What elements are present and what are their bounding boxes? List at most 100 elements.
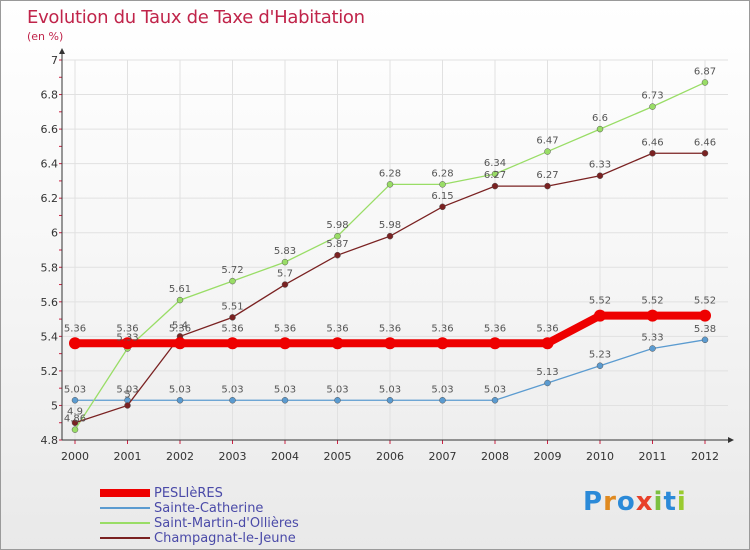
data-label: 5.72 [221,265,243,276]
data-label: 5.36 [64,323,86,334]
series-point [699,309,711,322]
data-label: 5.03 [116,384,138,395]
data-label: 5.36 [484,323,506,334]
series-point [439,181,446,188]
y-tick-label: 6.4 [41,158,59,171]
legend-label: PESLIèRES [154,485,223,501]
series-point [491,170,499,178]
data-label: 5.36 [169,323,191,334]
series-point [334,397,341,404]
series-point [439,397,446,404]
data-label: 5.83 [274,246,296,257]
series-point [69,337,81,350]
x-tick-label: 2002 [166,450,194,463]
y-tick-label: 6.8 [41,89,59,102]
series-point [489,337,501,350]
data-label: 5.98 [379,220,401,231]
series-point [71,426,79,433]
series-point [701,79,709,86]
logo-letter: i [676,487,687,517]
data-label: 6.15 [431,191,453,202]
data-label: 5.51 [221,301,243,312]
series-point [124,402,131,409]
data-label: 5.03 [169,384,191,395]
chart-unit: (en %) [27,30,64,43]
series-point [174,337,186,350]
series-point [176,397,184,404]
series-point [386,232,394,240]
y-tick-label: 5.8 [41,261,59,274]
series-point [121,337,134,350]
series-point [176,296,184,304]
series-point [334,251,341,259]
series-point [281,281,289,288]
series-point [596,125,604,133]
series-0 [69,309,711,350]
data-label: 5.7 [277,269,293,280]
grid [62,59,728,441]
data-label: 6.27 [484,170,506,181]
data-label: 6.28 [379,168,401,179]
data-label: 6.73 [641,91,663,102]
data-label: 6.87 [694,66,716,77]
series-point [229,397,236,404]
data-label: 6.33 [589,160,611,171]
series-point [701,150,709,157]
series-point [384,337,396,350]
series-point [649,150,656,157]
legend-label: Sainte-Catherine [154,500,264,516]
data-label: 5.4 [172,320,188,331]
x-tick-label: 2007 [429,450,457,463]
data-label: 6.46 [694,137,716,148]
data-label: 6.47 [536,136,558,147]
series-point [596,362,604,369]
legend-swatch [100,537,150,539]
data-label: 5.03 [379,384,401,395]
data-label: 5.03 [431,384,453,395]
series-point [646,309,659,322]
logo-letter: i [653,487,664,517]
data-label: 5.36 [116,323,138,334]
x-tick-label: 2012 [691,450,719,463]
x-tick-label: 2006 [376,450,404,463]
logo-letter: t [663,487,677,517]
logo-letter: r [603,487,617,517]
y-tick-label: 4.8 [41,434,59,447]
data-label: 5.36 [536,323,558,334]
data-label: 5.98 [326,220,348,231]
data-label: 5.36 [326,323,348,334]
data-label: 5.03 [484,384,506,395]
series-point [491,397,499,404]
series-point [544,379,551,387]
series-point [281,397,289,404]
x-tick-label: 2010 [586,450,614,463]
series-point [229,277,236,285]
x-tick-label: 2008 [481,450,509,463]
series-point [226,337,239,350]
series-point [594,309,606,322]
data-label: 5.03 [64,384,86,395]
series-point [386,397,394,404]
data-label: 5.38 [694,324,716,335]
series-point [541,337,554,350]
series-point [491,182,499,190]
data-label: 5.03 [326,384,348,395]
series-point [71,419,79,426]
legend-label: Saint-Martin-d'Ollières [154,515,299,531]
legend-swatch [100,522,150,524]
data-label: 5.52 [694,296,716,307]
logo-letter: P [583,487,604,517]
series-point [649,103,656,110]
logo-letter: x [635,487,654,517]
data-label: 5 [124,389,130,400]
series-2 [71,79,709,433]
data-label: 5.33 [641,332,663,343]
data-label: 5.36 [431,323,453,334]
x-tick-label: 2000 [61,450,89,463]
data-label: 5.03 [221,384,243,395]
series-point [649,345,656,352]
series-1 [71,336,709,404]
series-point [229,314,236,321]
y-tick-label: 7 [51,54,58,67]
